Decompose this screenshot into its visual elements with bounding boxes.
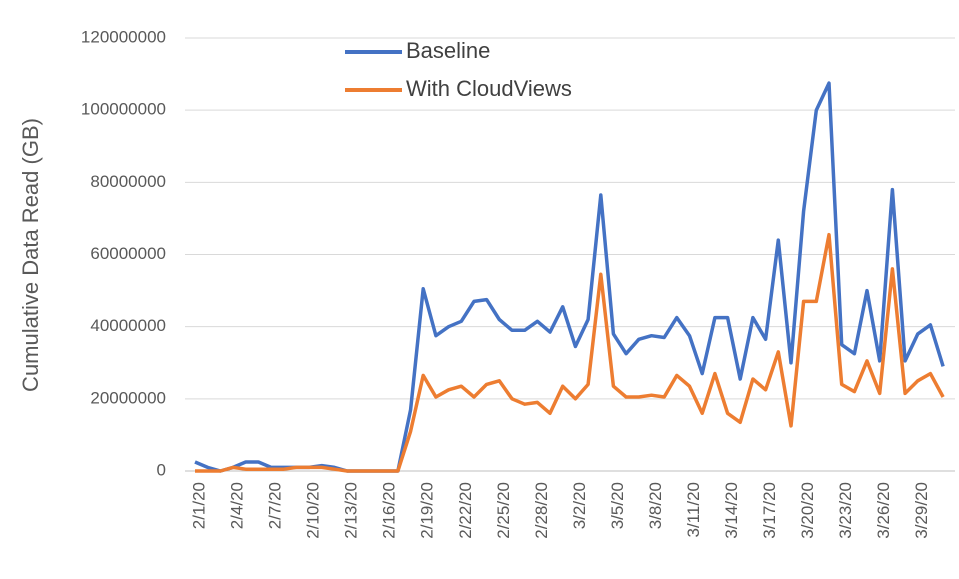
x-tick-label: 2/10/20	[304, 482, 323, 539]
y-tick-label: 100000000	[81, 100, 166, 119]
x-tick-label: 3/29/20	[912, 482, 931, 539]
x-tick-label: 2/13/20	[342, 482, 361, 539]
x-tick-label: 2/25/20	[494, 482, 513, 539]
y-tick-label: 20000000	[90, 388, 166, 407]
y-tick-label: 0	[157, 460, 166, 479]
x-tick-label: 3/23/20	[836, 482, 855, 539]
x-tick-label: 3/26/20	[874, 482, 893, 539]
x-tick-label: 3/20/20	[798, 482, 817, 539]
x-tick-label: 2/16/20	[380, 482, 399, 539]
legend-label: With CloudViews	[406, 76, 572, 101]
x-tick-label: 3/2/20	[570, 482, 589, 529]
y-tick-label: 60000000	[90, 244, 166, 263]
x-tick-label: 2/19/20	[418, 482, 437, 539]
y-tick-label: 40000000	[90, 316, 166, 335]
x-tick-label: 2/4/20	[228, 482, 247, 529]
x-tick-label: 3/17/20	[760, 482, 779, 539]
series-line	[195, 232, 945, 473]
x-tick-label: 2/28/20	[532, 482, 551, 539]
x-tick-label: 2/7/20	[266, 482, 285, 529]
x-tick-label: 2/1/20	[189, 482, 208, 529]
y-tick-label: 120000000	[81, 27, 166, 46]
x-tick-label: 3/5/20	[608, 482, 627, 529]
x-tick-label: 2/22/20	[456, 482, 475, 539]
y-axis-title: Cumulative Data Read (GB)	[18, 118, 43, 392]
x-tick-label: 3/11/20	[684, 482, 703, 537]
x-tick-label: 3/8/20	[646, 482, 665, 529]
x-tick-label: 3/14/20	[722, 482, 741, 539]
legend-label: Baseline	[406, 38, 490, 63]
y-tick-label: 80000000	[90, 172, 166, 191]
